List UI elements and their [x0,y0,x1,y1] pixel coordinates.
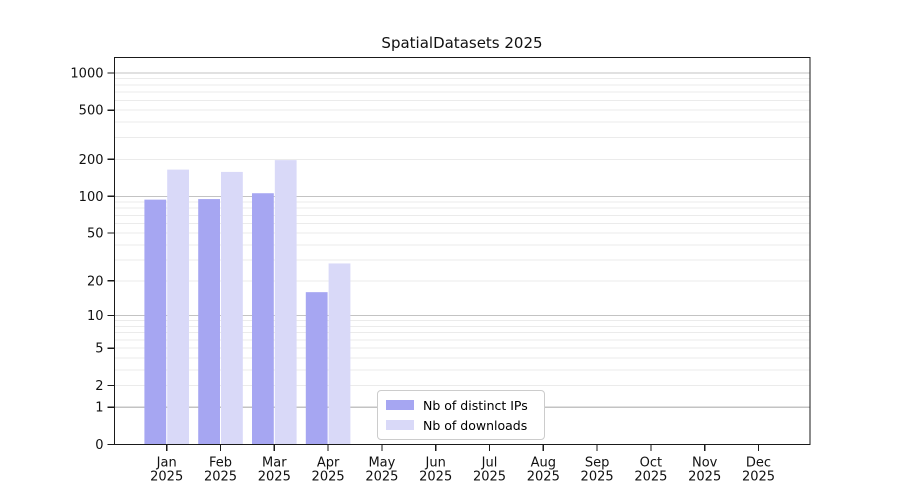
x-tick-label-year-sep: 2025 [581,470,614,485]
x-tick-label-year-jan: 2025 [150,470,183,485]
legend-swatch-downloads [386,420,414,430]
x-tick-label-month-may: May [368,456,395,471]
x-tick-label-month-nov: Nov [692,456,718,471]
x-tick-label-month-jul: Jul [481,456,498,471]
y-tick-label-1000: 1000 [70,67,103,82]
x-tick-label-year-dec: 2025 [742,470,775,485]
x-tick-label-month-dec: Dec [746,456,771,471]
x-tick-label-year-nov: 2025 [688,470,721,485]
x-tick-label-month-oct: Oct [640,456,662,471]
x-tick-label-month-jan: Jan [156,456,177,471]
x-tick-label-month-apr: Apr [317,456,340,471]
y-tick-label-20: 20 [87,274,104,289]
x-tick-label-year-apr: 2025 [312,470,345,485]
x-tick-label-month-sep: Sep [585,456,610,471]
y-tick-label-10: 10 [87,309,104,324]
y-tick-label-2: 2 [95,379,103,394]
legend-label-distinct-ips: Nb of distinct IPs [423,397,528,413]
y-tick-label-5: 5 [95,342,103,357]
plot-frame [113,56,811,446]
x-tick-label-month-jun: Jun [425,456,446,471]
x-tick-label-year-mar: 2025 [258,470,291,485]
x-tick-label-year-may: 2025 [365,470,398,485]
chart-title: SpatialDatasets 2025 [381,34,543,52]
x-tick-label-month-feb: Feb [209,456,232,471]
legend-swatch-distinct-ips [386,400,414,410]
y-tick-label-50: 50 [87,227,104,242]
bar-nb-of-distinct-ips-jan [144,199,167,445]
y-tick-label-200: 200 [79,153,104,168]
y-tick-label-1: 1 [95,401,103,416]
legend: Nb of distinct IPs Nb of downloads [377,390,545,440]
bar-nb-of-distinct-ips-mar [252,193,274,445]
x-tick-label-year-feb: 2025 [204,470,237,485]
bar-nb-of-downloads-jan [167,169,189,445]
y-tick-label-500: 500 [79,104,104,119]
legend-label-downloads: Nb of downloads [423,417,528,433]
bar-nb-of-downloads-feb [221,171,243,445]
y-tick-label-0: 0 [95,438,103,453]
bar-nb-of-downloads-mar [274,160,297,445]
x-tick-label-year-oct: 2025 [634,470,667,485]
bar-nb-of-downloads-apr [328,263,351,445]
bar-nb-of-distinct-ips-apr [305,292,328,445]
legend-item-distinct-ips: Nb of distinct IPs [386,397,536,413]
bar-nb-of-distinct-ips-feb [198,199,220,445]
x-tick-label-month-aug: Aug [531,456,556,471]
x-tick-label-year-jul: 2025 [473,470,506,485]
x-tick-label-month-mar: Mar [262,456,287,471]
y-tick-label-100: 100 [79,190,104,205]
x-tick-label-year-jun: 2025 [419,470,452,485]
x-tick-label-year-aug: 2025 [527,470,560,485]
legend-item-downloads: Nb of downloads [386,417,536,433]
